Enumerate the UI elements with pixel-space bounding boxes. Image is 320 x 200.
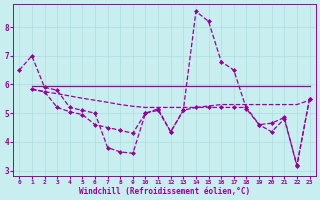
X-axis label: Windchill (Refroidissement éolien,°C): Windchill (Refroidissement éolien,°C) xyxy=(79,187,250,196)
